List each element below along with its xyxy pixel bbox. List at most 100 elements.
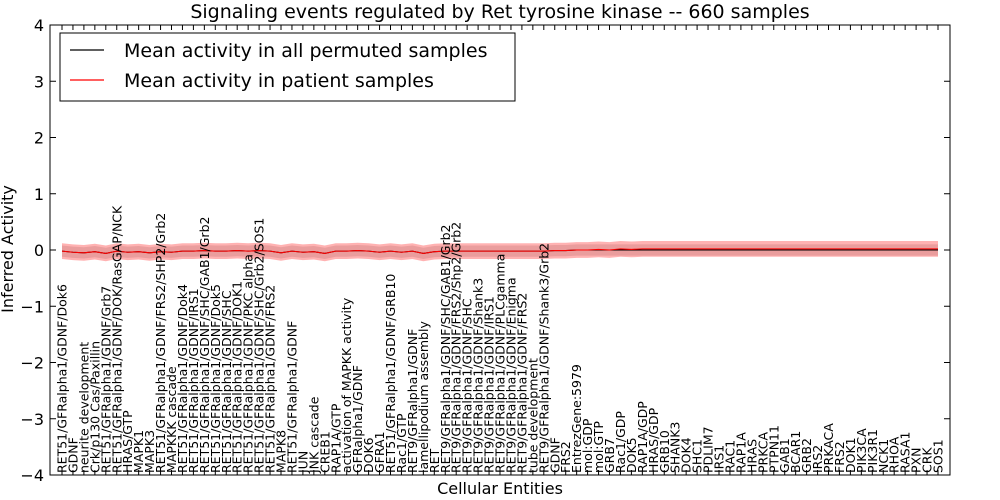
x-tick-label: GFRalpha1/GDNF: [350, 365, 365, 473]
x-tick-label: neurite development: [76, 342, 91, 473]
x-tick-label: JNK cascade: [306, 396, 321, 474]
x-tick-label: RET51/GFRalpha1/GDNF/Dok4: [175, 284, 190, 473]
x-tick-label: RET9/GFRalpha1/GDNF: [405, 329, 420, 473]
y-tick-label: 4: [34, 16, 44, 35]
x-tick-label: DOK1: [843, 437, 858, 473]
x-tick-label: SOS1: [931, 439, 946, 473]
x-tick-label: RAP1A: [733, 432, 748, 473]
x-tick-label: RET51/GFRalpha1/GDNF/DOK/RasGAP/NCK: [109, 205, 124, 473]
x-tick-label: CRK: [920, 447, 935, 473]
x-tick-label: RAC1: [722, 440, 737, 473]
x-tick-label: lamellipodium assembly: [416, 321, 431, 473]
x-tick-label: GDNF: [547, 437, 562, 473]
y-tick-label: 3: [34, 72, 44, 91]
x-tick-label: IRS1: [712, 445, 727, 473]
x-tick-label: RET51/GFRalpha1/GDNF/FRS2: [263, 285, 278, 473]
x-tick-label: RAP1A/GDP: [635, 401, 650, 473]
x-tick-label: activation of MAPKK activity: [339, 297, 354, 473]
x-tick-label: DOK4: [679, 437, 694, 473]
y-tick-label: 1: [34, 185, 44, 204]
chart-title: Signaling events regulated by Ret tyrosi…: [190, 1, 809, 23]
x-tick-label: DOK5: [624, 437, 639, 473]
x-tick-label: Rac1/GTP: [394, 413, 409, 473]
x-tick-label: tube development: [525, 358, 540, 473]
x-tick-label: RET51/GFRalpha1/GDNF/GRB10: [383, 274, 398, 473]
legend-box: [59, 32, 516, 102]
x-tick-label: RET51/GFRalpha1/GDNF/Dok6: [55, 284, 70, 473]
x-tick-label: JUN: [295, 451, 310, 474]
x-tick-label: RET51/GFRalpha1/GDNF/Grb7: [98, 286, 113, 473]
y-tick-label: 2: [34, 129, 44, 148]
x-tick-label: MAPKKK cascade: [164, 366, 179, 473]
y-tick-label: −4: [20, 466, 44, 485]
x-tick-label: RET51/GFRalpha1/GDNF/PKC alpha: [241, 254, 256, 473]
x-tick-label: RET9/GFRalpha1/GDNF/Shank3/Grb2: [536, 243, 551, 473]
x-tick-label: RET51/GFRalpha1/GDNF/DOK1: [230, 281, 245, 473]
x-tick-label: PIK3R1: [865, 429, 880, 473]
x-tick-label: SHC1: [690, 439, 705, 473]
x-tick-label: Crk/p130 Cas/Paxillin: [87, 341, 102, 473]
x-tick-label: HRAS/GTP: [120, 410, 135, 473]
x-tick-label: EntrezGene:5979: [569, 364, 584, 473]
x-tick-label: MAPK8: [274, 430, 289, 473]
x-tick-label: NCK1: [876, 439, 891, 473]
x-tick-label: SHANK3: [668, 422, 683, 473]
y-tick-label: −3: [20, 410, 44, 429]
x-tick-label: RET51/GFRalpha1/GDNF/SHC/GAB1/Grb2: [197, 217, 212, 473]
x-tick-label: HRAS: [744, 439, 759, 473]
y-axis-label: Inferred Activity: [0, 185, 17, 313]
x-tick-label: BCAR1: [788, 431, 803, 473]
x-tick-label: DOK6: [361, 437, 376, 473]
x-tick-label: HRAS/GDP: [646, 407, 661, 473]
x-tick-label: FRS2: [558, 441, 573, 473]
x-tick-label: RHOA: [887, 436, 902, 473]
x-tick-label: RET51/GFRalpha1/GDNF/Dok5: [208, 284, 223, 473]
y-tick-label: −1: [20, 297, 44, 316]
x-tick-label: GRB10: [657, 430, 672, 473]
x-tick-label: RET51/GFRalpha1/GDNF: [284, 321, 299, 473]
series-line-1: [61, 248, 938, 254]
series-band-0: [62, 244, 938, 259]
x-tick-label: RET: [427, 448, 442, 473]
x-tick-label: RAP1A/GTP: [328, 403, 343, 473]
x-tick-label: GRB2: [799, 438, 814, 473]
x-tick-label: IRS2: [810, 445, 825, 473]
x-tick-label: PTPN11: [766, 425, 781, 473]
x-tick-label: CREB1: [317, 431, 332, 473]
x-tick-label: PRKACA: [821, 423, 836, 473]
x-axis-label: Cellular Entities: [437, 479, 563, 498]
y-tick-label: −2: [20, 354, 44, 373]
x-tick-label: PDLIM7: [701, 426, 716, 473]
x-tick-label: RET9/GFRalpha1/GDNF/Shank3: [471, 278, 486, 473]
x-tick-label: PRKCA: [755, 432, 770, 473]
legend-label-patient: Mean activity in patient samples: [124, 70, 434, 92]
x-tick-label: PIK3CA: [854, 428, 869, 473]
x-tick-label: RET9/GFRalpha1/GDNF/FRS2: [514, 293, 529, 473]
x-tick-label: PXN: [909, 448, 924, 473]
legend: Mean activity in all permuted samples Me…: [59, 32, 516, 102]
x-tick-label: RET9/GFRalpha1/GDNF/SHC/GAB1/Grb2: [438, 224, 453, 473]
plot-area: −4−3−2−101234RET51/GFRalpha1/GDNF/Dok6GD…: [20, 16, 951, 485]
x-tick-label: GFRA1: [372, 431, 387, 473]
x-tick-label: RET51/GFRalpha1/GDNF/FRS2/SHP2/Grb2: [153, 213, 168, 473]
x-tick-label: MAPK1: [131, 430, 146, 473]
x-tick-label: RET51/GFRalpha1/GDNF/SHC: [219, 290, 234, 473]
x-tick-label: RASA1: [898, 432, 913, 473]
x-tick-label: RET9/GFRalpha1/GDNF/SHC: [460, 298, 475, 473]
x-tick-label: mol:GTP: [591, 421, 606, 473]
x-tick-label: FRS2: [832, 441, 847, 473]
x-tick-label: RET9/GFRalpha1/GDNF/PLCgamma: [493, 254, 508, 473]
x-tick-label: RET9/GFRalpha1/GDNF/FRS2/Shp2/Grb2: [449, 222, 464, 473]
x-tick-label: MAPK3: [142, 430, 157, 473]
x-tick-label: RET51/GFRalpha1/GDNF/SHC/Grb2/SOS1: [252, 218, 267, 473]
x-tick-label: RET9/GFRalpha1/GDNF/IRS1: [482, 296, 497, 473]
x-tick-label: GRB7: [602, 438, 617, 473]
x-tick-label: GAB1: [777, 438, 792, 473]
x-tick-label: Rac1/GDP: [613, 411, 628, 473]
y-tick-label: 0: [34, 241, 44, 260]
x-tick-label: GDNF: [65, 437, 80, 473]
x-tick-label: RET51/GFRalpha1/GDNF/IRS1: [186, 288, 201, 473]
legend-label-permuted: Mean activity in all permuted samples: [124, 40, 487, 62]
x-tick-label: mol:GDP: [580, 418, 595, 473]
